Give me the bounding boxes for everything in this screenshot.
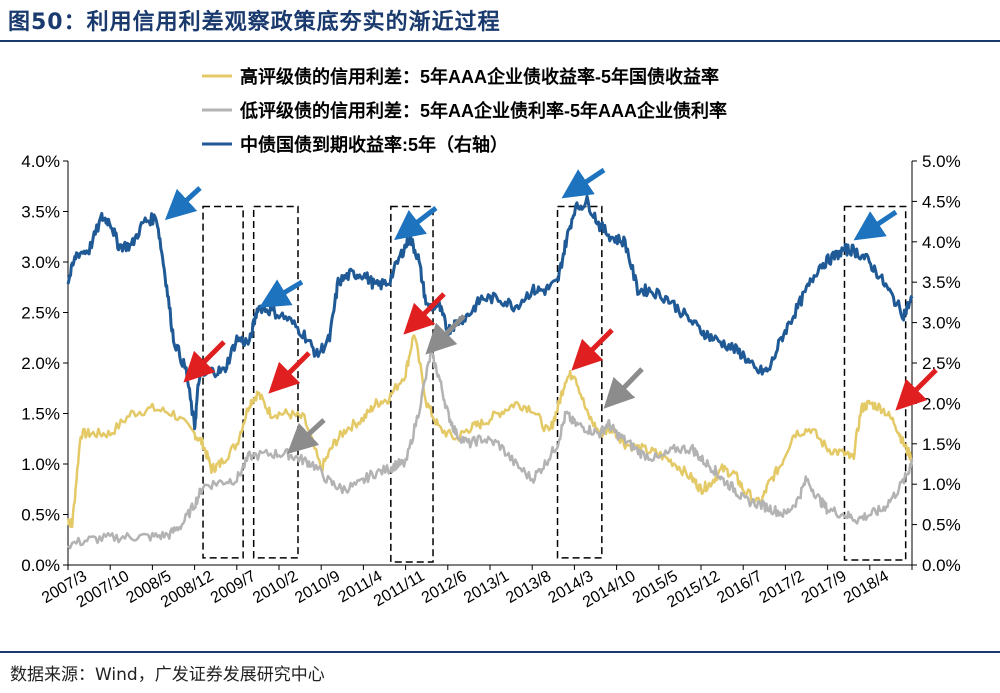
y-right-tick-label: 3.5% xyxy=(922,273,961,292)
blue-arrow xyxy=(853,209,898,241)
x-tick-label: 2018/4 xyxy=(841,568,892,607)
series-line-2 xyxy=(67,348,914,550)
y-left-tick-label: 2.0% xyxy=(21,354,60,373)
y-left-tick-label: 1.0% xyxy=(21,455,60,474)
y-right-tick-label: 4.0% xyxy=(922,233,961,252)
series-line-1 xyxy=(67,334,914,529)
y-left-tick-label: 2.5% xyxy=(21,304,60,323)
blue-arrow xyxy=(259,279,304,308)
chart-title: 图50：利用信用利差观察政策底夯实的渐近过程 xyxy=(8,10,501,35)
y-left-tick-label: 3.5% xyxy=(21,203,60,222)
x-tick-label: 2017/2 xyxy=(757,568,808,607)
y-right-tick-label: 1.0% xyxy=(922,475,961,494)
x-tick-label: 2009/7 xyxy=(208,568,259,607)
dashed-highlight-box xyxy=(252,205,299,559)
legend-label-3: 中债国债到期收益率:5年（右轴） xyxy=(240,134,508,155)
y-left-tick-label: 3.0% xyxy=(21,253,60,272)
y-right-tick-label: 4.5% xyxy=(922,192,961,211)
chart-area: 0.0% 0.5% 1.0% 1.5% 2.0% 2.5% 3.0% 3.5% 4.0% 0.0%… xyxy=(0,46,1000,650)
series-line-3 xyxy=(66,194,914,431)
gray-arrow xyxy=(286,418,326,455)
dashed-highlight-box xyxy=(390,205,434,563)
red-arrow xyxy=(571,328,614,371)
red-arrow xyxy=(895,368,938,411)
blue-arrow xyxy=(164,186,202,221)
blue-arrow xyxy=(394,206,438,241)
axes-group: 0.0% 0.5% 1.0% 1.5% 2.0% 2.5% 3.0% 3.5% 4.0% 0.0%… xyxy=(21,152,961,611)
highlight-boxes xyxy=(202,205,907,563)
y-left-tick-label: 1.5% xyxy=(21,405,60,424)
y-right-tick-label: 2.0% xyxy=(922,394,961,413)
annotation-arrows xyxy=(164,167,938,455)
y-right-tick-label: 5.0% xyxy=(922,152,961,171)
dashed-highlight-box xyxy=(202,205,244,559)
x-tick-label: 2012/6 xyxy=(419,568,470,607)
legend-label-1: 高评级债的信用利差：5年AAA企业债收益率-5年国债收益率 xyxy=(240,66,719,87)
y-left-tick-label: 0.5% xyxy=(21,506,60,525)
blue-arrow xyxy=(561,167,606,199)
dashed-highlight-box xyxy=(843,205,907,561)
red-arrow xyxy=(183,340,226,383)
x-tick-label: 2013/8 xyxy=(503,568,554,607)
title-rule xyxy=(0,40,1000,42)
y-right-tick-label: 0.0% xyxy=(922,556,961,575)
y-right-tick-label: 2.5% xyxy=(922,354,961,373)
title-bar: 图50：利用信用利差观察政策底夯实的渐近过程 xyxy=(0,0,1000,44)
x-tick-label: 2013/1 xyxy=(461,568,512,607)
chart-svg: 0.0% 0.5% 1.0% 1.5% 2.0% 2.5% 3.0% 3.5% 4.0% 0.0%… xyxy=(21,66,961,611)
y-left-tick-label: 4.0% xyxy=(21,152,60,171)
gray-arrow xyxy=(425,314,466,355)
x-tick-label: 2010/9 xyxy=(292,568,343,607)
x-tick-label: 2016/7 xyxy=(714,568,765,607)
source-note: 数据来源：Wind，广发证券发展研究中心 xyxy=(10,665,325,685)
source-rule xyxy=(0,651,1000,653)
y-right-tick-label: 3.0% xyxy=(922,314,961,333)
gray-arrow xyxy=(603,367,644,409)
y-right-tick-label: 0.5% xyxy=(922,516,961,535)
legend: 高评级债的信用利差：5年AAA企业债收益率-5年国债收益率低评级债的信用利差：5… xyxy=(202,66,727,155)
x-tick-label: 2017/9 xyxy=(799,568,850,607)
legend-label-2: 低评级债的信用利差：5年AA企业债利率-5年AAA企业债利率 xyxy=(239,100,727,121)
red-arrow xyxy=(403,292,446,335)
y-right-tick-label: 1.5% xyxy=(922,435,961,454)
y-left-tick-label: 0.0% xyxy=(21,556,60,575)
x-tick-label: 2010/2 xyxy=(250,568,301,607)
red-arrow xyxy=(268,351,311,394)
